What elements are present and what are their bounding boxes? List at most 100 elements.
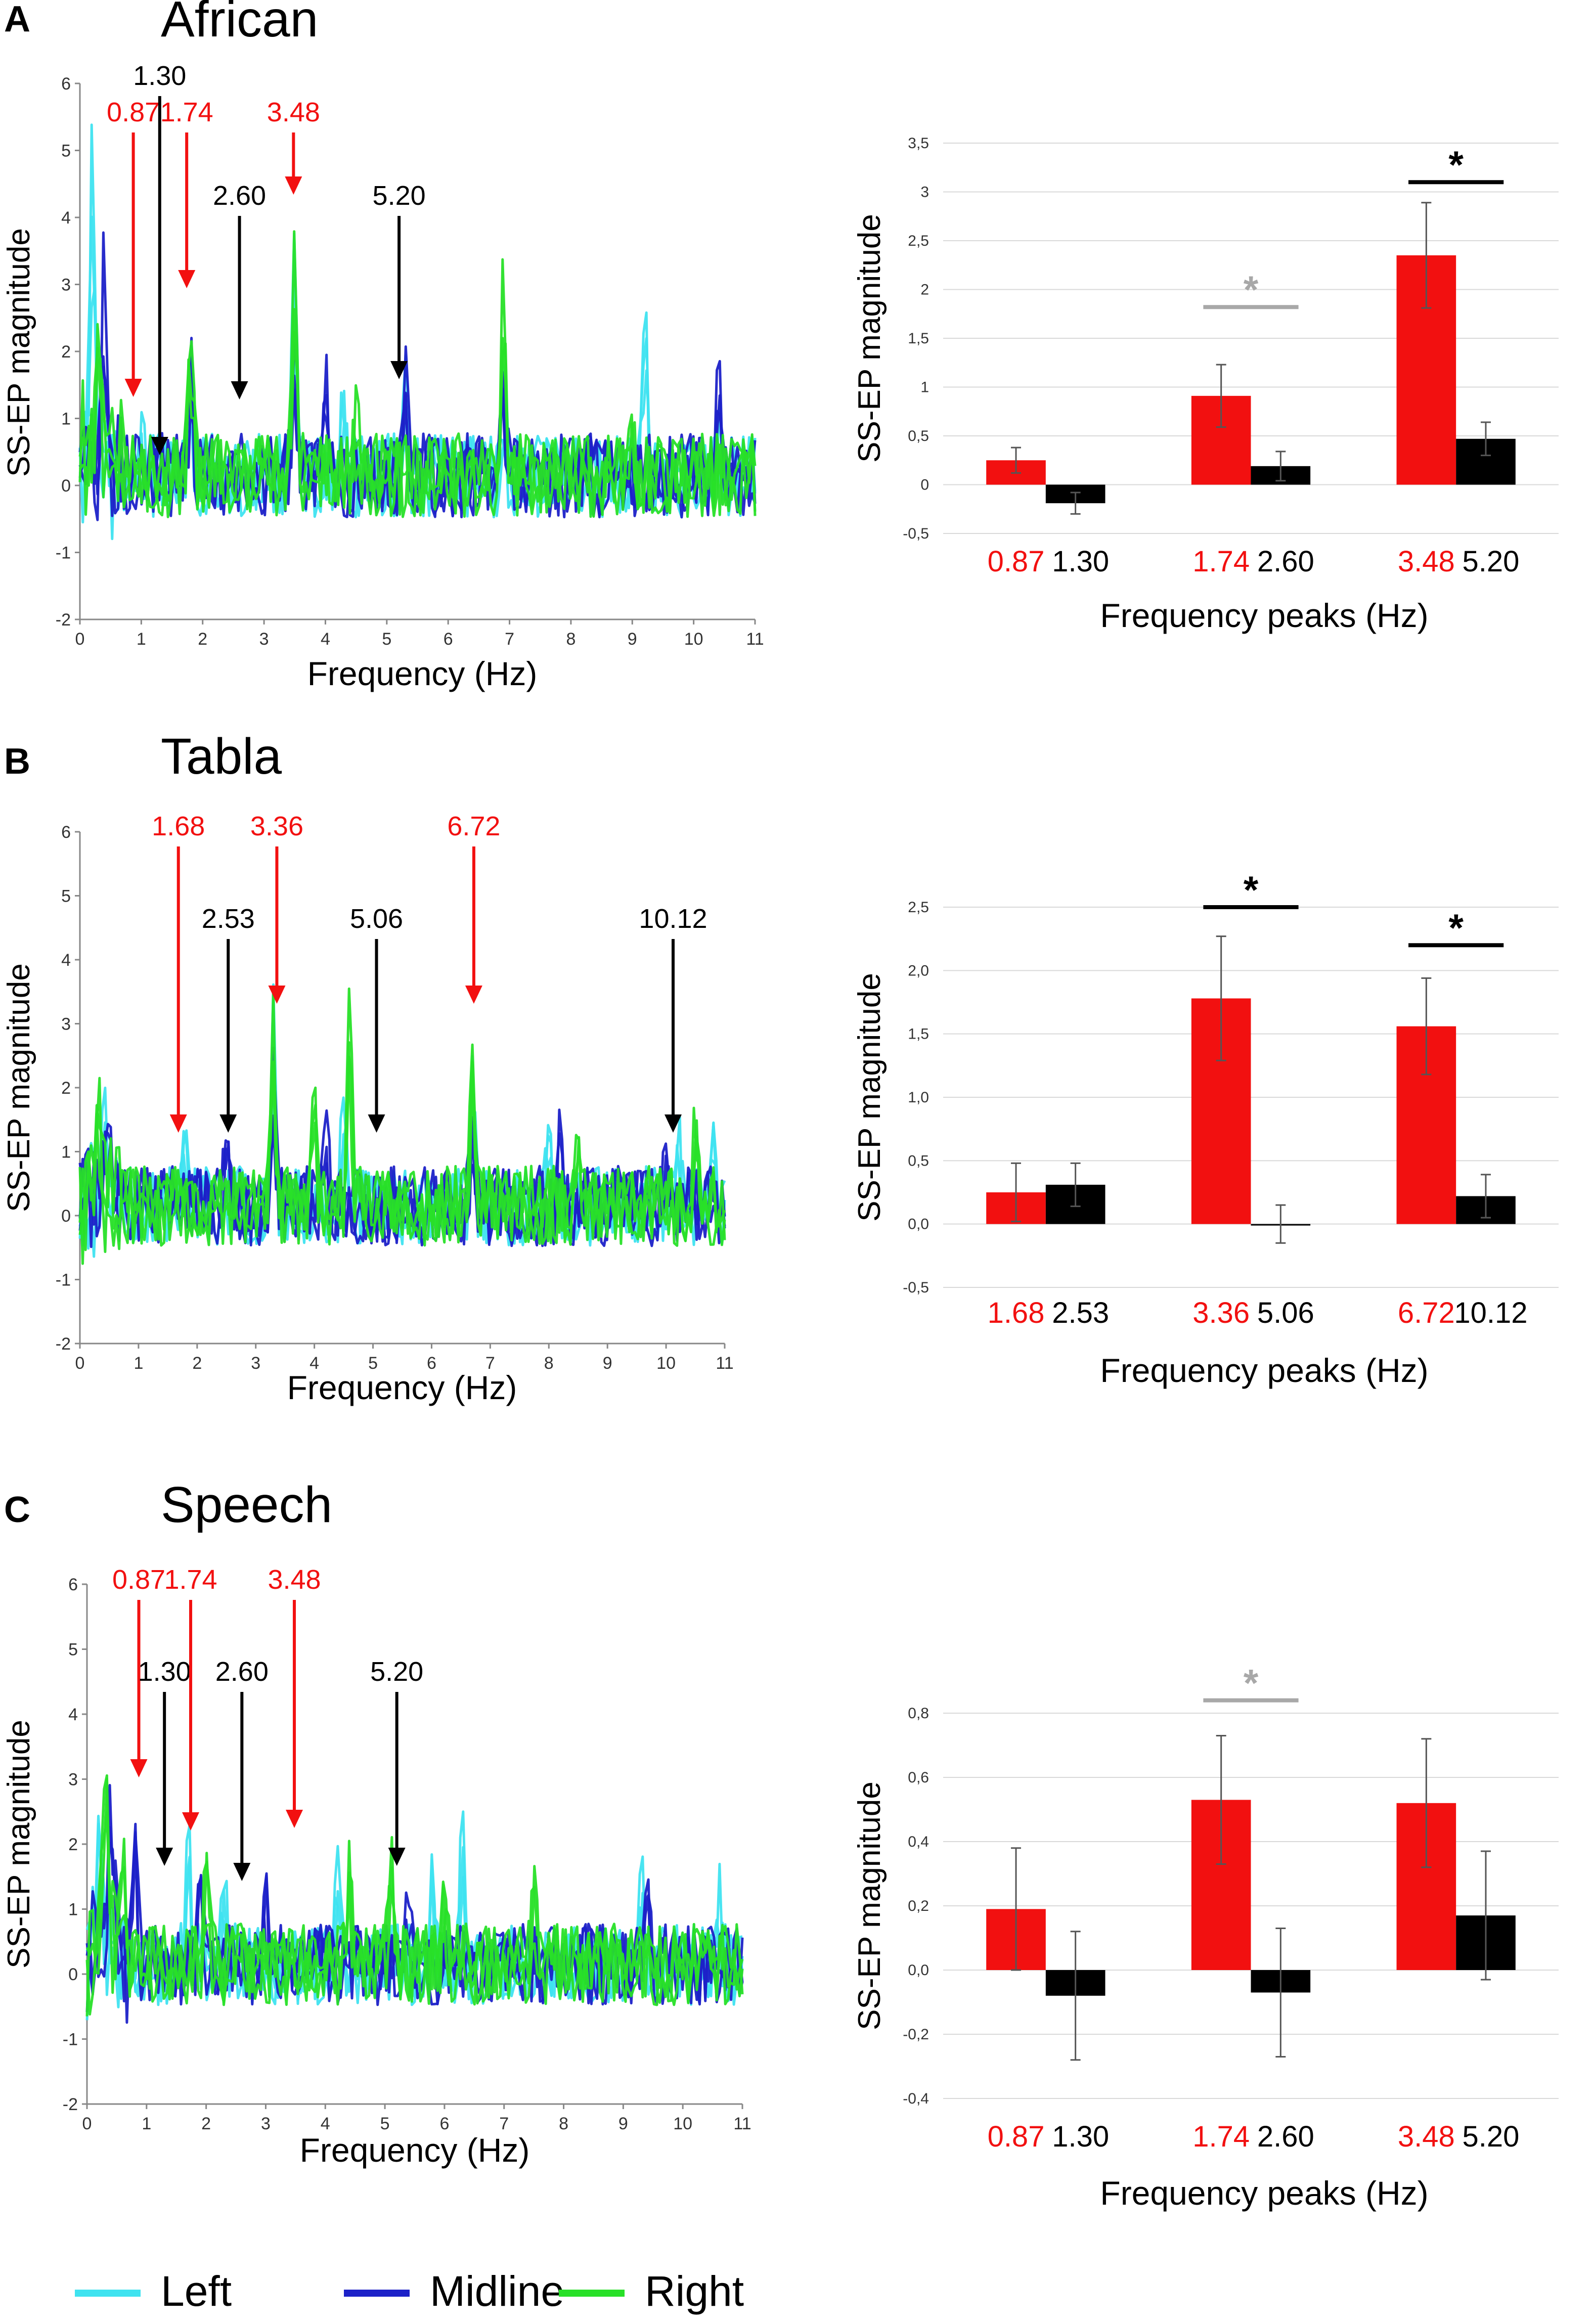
legend-label-midline: Midline <box>430 2267 564 2315</box>
spectrum-b-arrow-head <box>169 1114 187 1133</box>
spectrum-a-arrow-head <box>285 176 302 195</box>
bars-a-significance-star: * <box>1244 269 1259 311</box>
spectrum-c-y-axis-label: SS-EP magnitude <box>2 1720 36 1969</box>
spectrum-a-x-tick-label: 8 <box>566 630 576 649</box>
spectrum-b-arrow-head <box>465 986 482 1004</box>
spectrum-c-x-tick-label: 0 <box>82 2114 92 2133</box>
spectrum-c-arrow-head <box>286 1810 303 1828</box>
spectrum-b-arrow-label: 2.53 <box>202 904 255 934</box>
spectrum-c-arrow-head <box>156 1848 173 1866</box>
spectrum-c-x-tick-label: 7 <box>499 2114 509 2133</box>
bars-c-group-label-black: 5.20 <box>1463 2120 1520 2153</box>
spectrum-c-x-tick-label: 4 <box>321 2114 330 2133</box>
spectrum-a-arrow-head <box>124 379 142 397</box>
spectrum-a-x-tick-label: 10 <box>684 630 703 649</box>
spectrum-c-y-tick-label: 1 <box>68 1900 78 1919</box>
spectrum-c-x-axis-label: Frequency (Hz) <box>300 2131 530 2169</box>
spectrum-a-x-tick-label: 6 <box>444 630 453 649</box>
spectrum-b-x-tick-label: 6 <box>427 1354 436 1373</box>
panel-letter-c: C <box>4 1490 30 1530</box>
spectrum-c-trace-right <box>85 1777 744 2017</box>
spectrum-a-arrow-label: 1.30 <box>133 61 186 91</box>
spectrum-b-arrow-label: 1.68 <box>152 811 205 841</box>
spectrum-c-x-tick-label: 1 <box>142 2114 151 2133</box>
spectrum-a-x-tick-label: 4 <box>321 630 330 649</box>
bars-a-y-tick-label: 3 <box>920 184 929 201</box>
spectrum-a-y-tick-label: 6 <box>61 74 71 94</box>
legend-label-left: Left <box>161 2267 232 2315</box>
bars-b-y-tick-label: 2,5 <box>908 899 929 916</box>
spectrum-b-arrow-label: 5.06 <box>350 904 403 934</box>
spectrum-b-arrow-head <box>665 1114 682 1133</box>
bars-a-y-tick-label: 1,5 <box>908 330 929 347</box>
bars-c-y-tick-label: 0,6 <box>908 1769 929 1786</box>
spectrum-b-y-tick-label: 6 <box>61 823 71 842</box>
bars-b-y-tick-label: 0,0 <box>908 1216 929 1233</box>
spectrum-b-x-tick-label: 11 <box>716 1354 733 1373</box>
bars-b-group-label-black: 5.06 <box>1257 1297 1314 1329</box>
bars-a-significance-star: * <box>1448 144 1464 187</box>
bars-c-group-label-black: 1.30 <box>1052 2120 1109 2153</box>
spectrum-b-x-tick-label: 2 <box>192 1354 202 1373</box>
spectrum-a-x-tick-label: 0 <box>75 630 85 649</box>
bars-a-y-tick-label: 2 <box>920 282 929 298</box>
bars-c-y-tick-label: 0,4 <box>908 1834 929 1850</box>
spectrum-a-y-tick-label: 4 <box>61 208 71 228</box>
spectrum-a-y-tick-label: 0 <box>61 476 71 496</box>
spectrum-b-title: Tabla <box>161 728 282 785</box>
spectrum-a-x-axis-label: Frequency (Hz) <box>307 655 538 692</box>
legend-label-right: Right <box>645 2267 744 2315</box>
spectrum-b-x-tick-label: 5 <box>368 1354 378 1373</box>
bars-c-y-tick-label: 0,0 <box>908 1962 929 1979</box>
bars-a-y-tick-label: 0,5 <box>908 428 929 444</box>
spectrum-a-y-tick-label: -2 <box>56 610 71 630</box>
spectrum-a-x-tick-label: 5 <box>382 630 391 649</box>
spectrum-b-arrow-label: 10.12 <box>639 904 707 934</box>
spectrum-c-x-tick-label: 2 <box>201 2114 211 2133</box>
spectrum-c-x-tick-label: 8 <box>559 2114 568 2133</box>
spectrum-a-y-axis-label: SS-EP magnitude <box>2 228 36 477</box>
spectrum-c-x-tick-label: 5 <box>380 2114 390 2133</box>
spectrum-c-title: Speech <box>161 1477 332 1533</box>
spectrum-b-y-tick-label: 5 <box>61 887 71 906</box>
spectrum-b-trace-right <box>78 1041 726 1253</box>
bars-a-y-tick-label: 3,5 <box>908 135 929 152</box>
spectrum-a-trace-right <box>78 308 757 518</box>
spectrum-c-y-tick-label: 5 <box>68 1640 78 1660</box>
bars-b-y-tick-label: -0,5 <box>903 1279 929 1296</box>
spectrum-b-x-tick-label: 9 <box>603 1354 612 1373</box>
spectrum-c-arrow-label: 2.60 <box>215 1657 269 1687</box>
spectrum-b-x-axis-label: Frequency (Hz) <box>287 1369 517 1406</box>
bars-b-y-tick-label: 2,0 <box>908 962 929 979</box>
bars-a-group-label-red: 0.87 <box>988 545 1045 578</box>
bars-c-group-label-black: 2.60 <box>1257 2120 1314 2153</box>
spectrum-a-x-tick-label: 2 <box>198 630 207 649</box>
bars-b-group-label-red: 1.68 <box>988 1297 1045 1329</box>
bars-c-y-tick-label: -0,4 <box>903 2090 929 2107</box>
spectrum-b-x-tick-label: 1 <box>134 1354 143 1373</box>
bars-b-y-axis-label: SS-EP magnitude <box>852 973 887 1222</box>
bars-a-y-tick-label: 1 <box>920 379 929 396</box>
spectrum-a-y-tick-label: 5 <box>61 142 71 161</box>
spectrum-a-arrow-label: 0.87 <box>107 97 160 127</box>
bars-a-group-label-black: 5.20 <box>1463 545 1520 578</box>
spectrum-c-arrow-head <box>182 1812 200 1830</box>
spectrum-b-arrow-head <box>268 986 286 1004</box>
spectrum-b-arrow-head <box>219 1114 237 1133</box>
bars-a-y-tick-label: 2,5 <box>908 233 929 249</box>
spectrum-c-x-tick-label: 10 <box>673 2114 692 2133</box>
spectrum-a-y-tick-label: -1 <box>56 544 71 563</box>
bars-b-group-label-red: 6.72 <box>1398 1297 1455 1329</box>
bars-b-y-tick-label: 1,0 <box>908 1089 929 1106</box>
panel-letter-a: A <box>4 0 30 39</box>
bars-c-y-tick-label: 0,8 <box>908 1705 929 1722</box>
bars-c-significance-star: * <box>1244 1662 1259 1705</box>
spectrum-a-arrow-label: 1.74 <box>160 97 213 127</box>
spectrum-b-y-tick-label: 1 <box>61 1143 71 1162</box>
spectrum-c-y-tick-label: 6 <box>68 1575 78 1594</box>
spectrum-b-y-tick-label: 3 <box>61 1015 71 1034</box>
spectrum-c-y-tick-label: 3 <box>68 1770 78 1790</box>
bars-a-x-axis-label: Frequency peaks (Hz) <box>1100 597 1428 634</box>
spectrum-a-arrow-label: 3.48 <box>267 97 320 127</box>
